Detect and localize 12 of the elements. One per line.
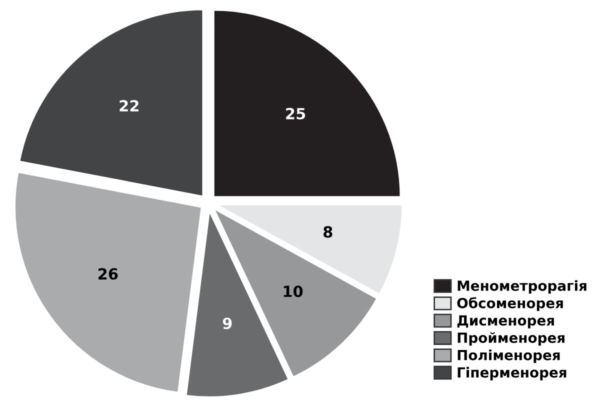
data-label: 10 (284, 286, 303, 298)
data-label: 22 (120, 100, 138, 112)
legend-label: Пройменорея (458, 332, 564, 346)
legend-label: Гіперменорея (458, 366, 566, 380)
legend-label: Обсоменорея (457, 297, 563, 312)
data-label: 9 (222, 318, 232, 330)
data-label: 25 (286, 108, 306, 120)
legend-label: Дисменорея (457, 315, 554, 328)
data-label: 8 (324, 226, 332, 238)
data-label: 26 (98, 268, 118, 280)
legend-label: Поліменорея (458, 350, 560, 364)
legend-label: Менометрорагія (458, 280, 586, 294)
